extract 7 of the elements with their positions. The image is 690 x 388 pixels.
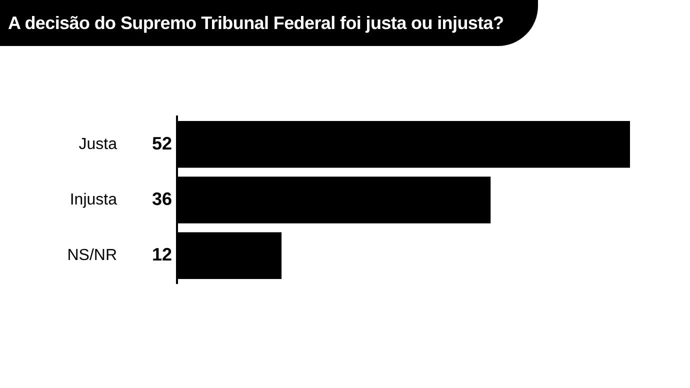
data-label: 36 [152, 188, 172, 209]
y-tick-label: NS/NR [67, 247, 117, 264]
data-label: 12 [152, 244, 172, 265]
y-tick-label: Justa [78, 136, 118, 153]
chart-title: A decisão do Supremo Tribunal Federal foi justa ou injusta? [0, 0, 538, 46]
y-tick-label: Injusta [70, 191, 118, 208]
data-label: 52 [152, 133, 172, 154]
